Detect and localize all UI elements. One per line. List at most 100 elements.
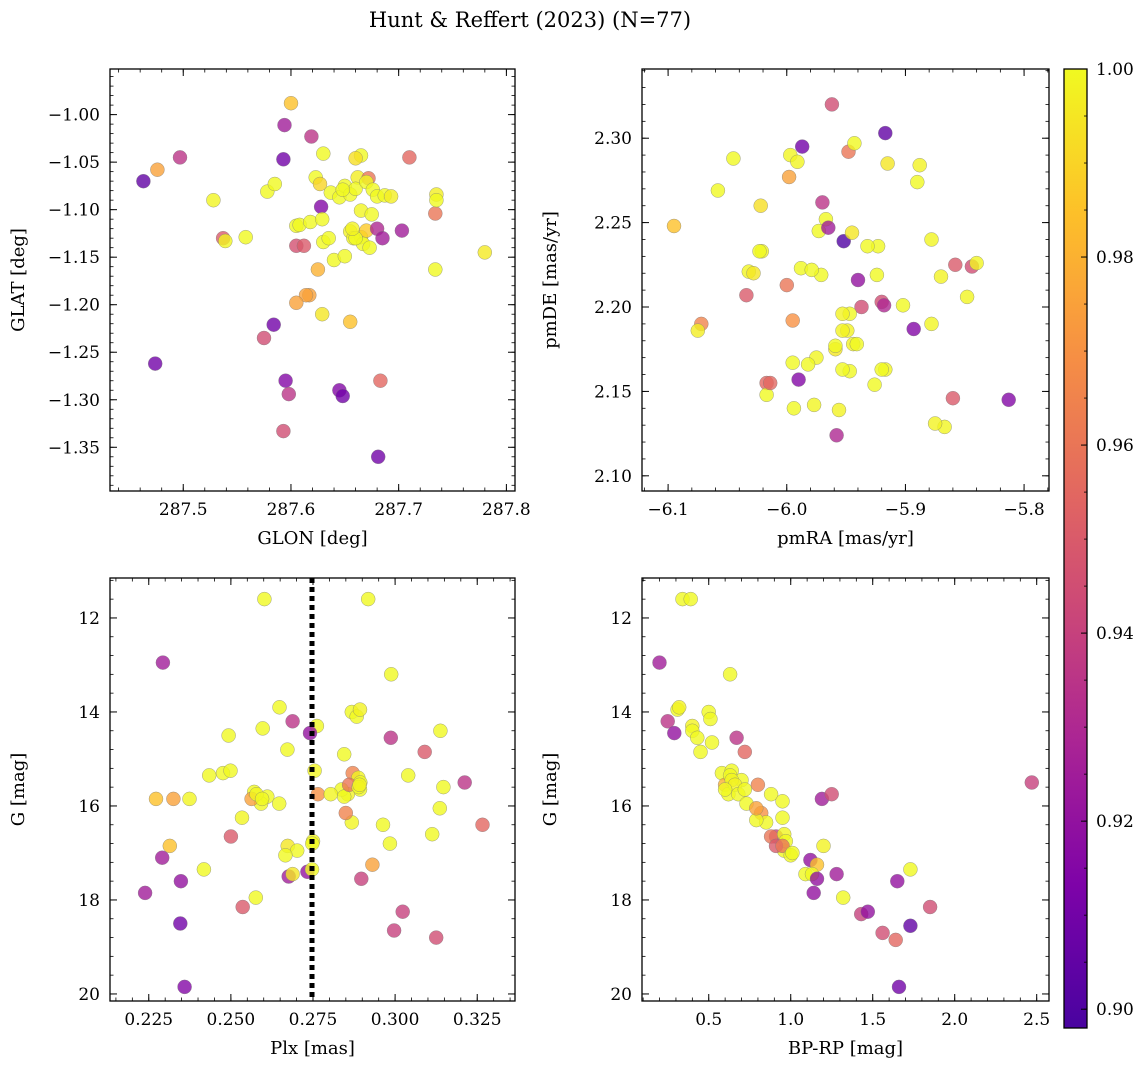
- data-point: [667, 725, 682, 741]
- data-point: [296, 238, 312, 254]
- data-point: [835, 890, 851, 905]
- axes-frame: [641, 577, 1050, 1002]
- data-point: [276, 152, 291, 167]
- y-tick-label: 2.25: [594, 214, 632, 234]
- scatter-panel-1: 287.5 287.6 287.7 287.8 −1.35 −1.30 −1.25 −1.20…: [8, 68, 531, 549]
- data-point: [218, 233, 233, 249]
- data-point: [383, 667, 399, 682]
- data-point: [693, 744, 708, 760]
- data-point: [402, 150, 417, 165]
- data-point: [310, 262, 326, 277]
- data-point: [824, 97, 840, 112]
- y-tick-label: −1.00: [48, 106, 100, 126]
- data-point: [927, 416, 943, 431]
- data-point: [737, 782, 753, 797]
- data-point: [417, 744, 432, 760]
- x-axis-label: Plx [mas]: [270, 1038, 355, 1059]
- data-point: [824, 786, 839, 802]
- data-point: [874, 362, 889, 377]
- colorbar-tick-label: 0.92: [1096, 812, 1134, 832]
- data-point: [254, 791, 270, 807]
- data-point: [948, 257, 963, 273]
- data-point: [890, 873, 905, 889]
- data-point: [475, 817, 490, 833]
- data-point: [173, 916, 188, 931]
- scatter-panels: 287.5 287.6 287.7 287.8 −1.35 −1.30 −1.25 −1.20…: [8, 68, 1050, 1059]
- x-tick-label: 287.5: [159, 500, 208, 520]
- data-point: [895, 298, 911, 313]
- x-tick-label: 0.325: [453, 1010, 502, 1030]
- scatter-panel-2: −6.1 −6.0 −5.9 −5.8 2.10 2.15 2.20 2.25 2.30 pmRA…: [540, 68, 1050, 549]
- x-axis-label: BP-RP [mag]: [788, 1038, 903, 1059]
- data-point: [429, 192, 444, 208]
- data-point: [477, 245, 493, 260]
- data-point: [278, 373, 293, 388]
- data-point: [891, 979, 907, 995]
- x-tick-label: 2.5: [1023, 1010, 1050, 1030]
- data-point: [903, 918, 918, 934]
- data-point: [432, 801, 448, 816]
- data-point: [257, 591, 272, 607]
- data-point: [775, 794, 790, 809]
- data-point: [304, 129, 319, 144]
- y-axis-label: G [mag]: [540, 753, 561, 826]
- data-point: [880, 156, 895, 171]
- data-point: [875, 925, 890, 941]
- data-points: [136, 95, 493, 465]
- data-point: [781, 169, 797, 185]
- data-point: [303, 214, 318, 230]
- data-point: [762, 375, 778, 391]
- y-tick-label: −1.15: [48, 248, 100, 268]
- data-point: [912, 157, 927, 173]
- data-point: [150, 162, 165, 177]
- data-point: [375, 817, 391, 833]
- data-point: [775, 838, 790, 854]
- data-point: [335, 388, 350, 404]
- data-point: [671, 700, 687, 715]
- data-point: [746, 265, 761, 281]
- data-point: [903, 862, 918, 877]
- data-point: [285, 714, 300, 729]
- figure-title: Hunt & Reffert (2023) (N=77): [369, 8, 691, 32]
- x-tick-label: −6.0: [766, 500, 807, 520]
- data-point: [753, 198, 768, 213]
- data-point: [704, 735, 720, 750]
- data-point: [737, 744, 753, 760]
- y-tick-label: 18: [610, 891, 632, 911]
- colorbar-tick-label: 0.90: [1096, 1000, 1134, 1020]
- data-point: [281, 386, 297, 402]
- colorbar: 0.90 0.92 0.94 0.96 0.98 1.00: [1063, 60, 1134, 1029]
- data-point: [383, 189, 399, 204]
- data-point: [924, 316, 939, 332]
- data-point: [433, 723, 448, 739]
- data-point: [370, 449, 386, 465]
- data-point: [850, 272, 866, 288]
- data-point: [336, 747, 352, 762]
- x-tick-label: 287.7: [374, 500, 423, 520]
- data-point: [154, 850, 170, 865]
- data-point: [177, 979, 192, 995]
- data-point: [860, 904, 876, 919]
- data-point: [660, 714, 675, 729]
- data-point: [804, 262, 819, 278]
- data-point: [794, 139, 810, 154]
- y-tick-label: 16: [78, 797, 100, 817]
- data-point: [821, 220, 836, 235]
- x-tick-label: −5.8: [1003, 500, 1044, 520]
- data-point: [338, 805, 354, 821]
- data-point: [383, 730, 399, 746]
- data-point: [360, 591, 376, 607]
- y-tick-label: 20: [610, 985, 632, 1005]
- x-tick-label: 0.300: [371, 1010, 420, 1030]
- data-point: [763, 786, 779, 802]
- y-tick-label: 2.20: [594, 298, 632, 318]
- data-point: [395, 904, 410, 919]
- data-point: [173, 873, 189, 889]
- data-point: [271, 796, 287, 811]
- data-point: [690, 730, 705, 746]
- data-point: [238, 229, 253, 245]
- y-tick-label: −1.35: [48, 438, 100, 458]
- data-point: [806, 885, 821, 901]
- data-point: [790, 154, 805, 170]
- data-point: [316, 146, 331, 161]
